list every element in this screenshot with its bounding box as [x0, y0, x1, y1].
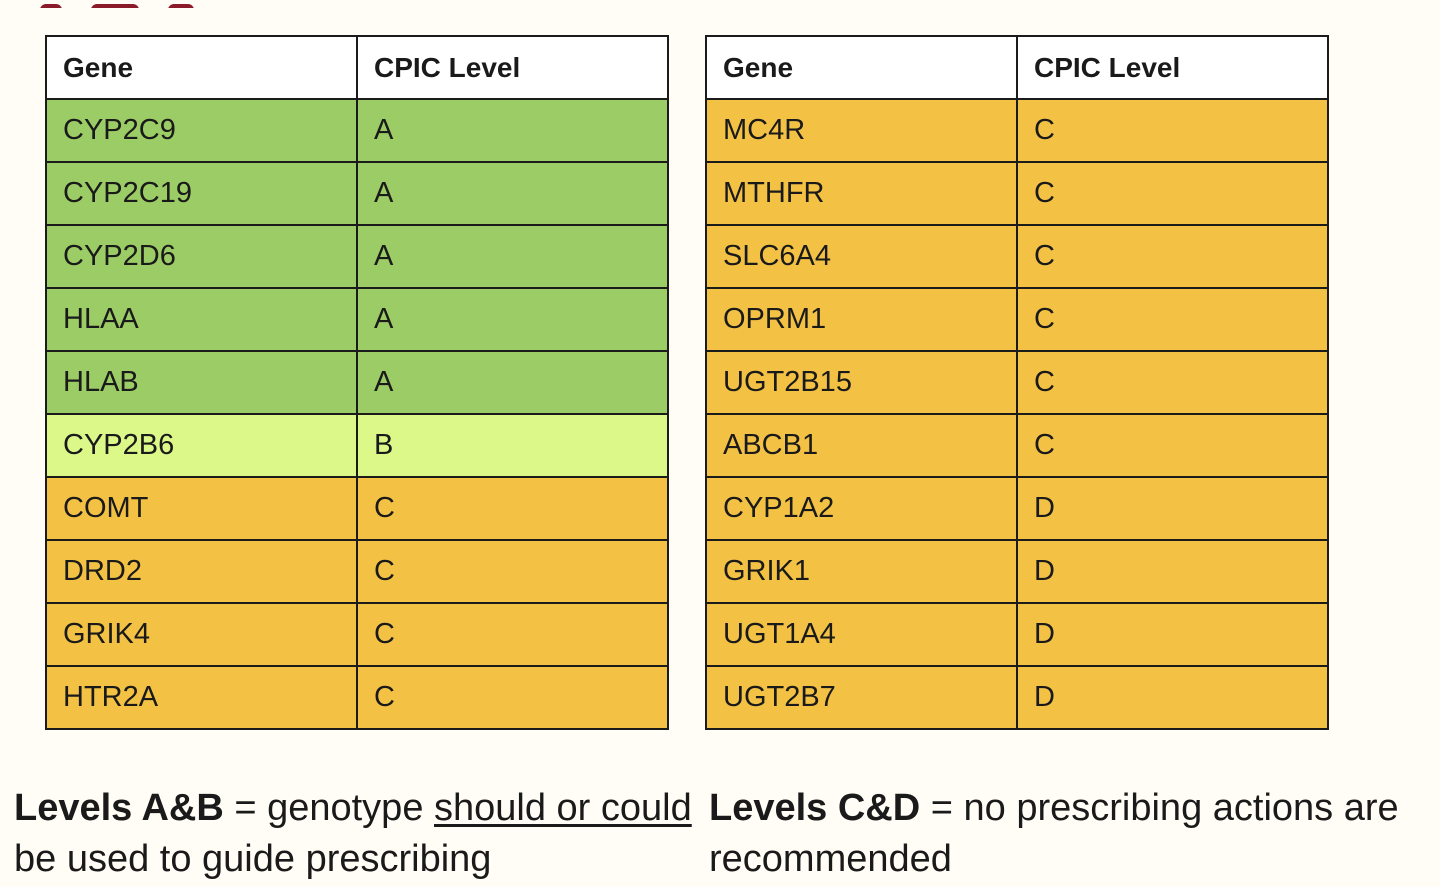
caption-levels-cd: Levels C&D = no prescribing actions are …	[709, 783, 1429, 885]
table-row: UGT2B15 C	[705, 350, 1329, 415]
gene-cell: CYP2B6	[45, 413, 358, 478]
gene-cell: HLAA	[45, 287, 358, 352]
table-row: HLAB A	[45, 350, 669, 415]
gene-level-table-left: Gene CPIC Level CYP2C9 A CYP2C19 A CYP2D6 A HL…	[45, 35, 669, 730]
cpic-level-cell: D	[1016, 476, 1329, 541]
table-row: UGT2B7 D	[705, 665, 1329, 730]
caption-bold-label: Levels C&D	[709, 787, 921, 829]
gene-cell: CYP2C9	[45, 98, 358, 163]
gene-cell: COMT	[45, 476, 358, 541]
cpic-level-cell: D	[1016, 602, 1329, 667]
table-header-row: Gene CPIC Level	[705, 35, 1329, 100]
cpic-level-cell: C	[1016, 287, 1329, 352]
cpic-level-cell: C	[356, 476, 669, 541]
cpic-level-cell: A	[356, 161, 669, 226]
gene-cell: UGT2B7	[705, 665, 1018, 730]
cpic-level-cell: C	[356, 602, 669, 667]
cpic-level-cell: C	[1016, 98, 1329, 163]
table-body-right: MC4R C MTHFR C SLC6A4 C OPRM1 C UGT2B15 C ABCB1 C CY…	[705, 98, 1329, 730]
table-row: GRIK1 D	[705, 539, 1329, 604]
table-row: MTHFR C	[705, 161, 1329, 226]
header-cpic-level: CPIC Level	[356, 35, 669, 100]
cpic-level-cell: D	[1016, 539, 1329, 604]
cpic-level-cell: B	[356, 413, 669, 478]
caption-text: = genotype	[223, 787, 435, 829]
gene-cell: MC4R	[705, 98, 1018, 163]
table-row: SLC6A4 C	[705, 224, 1329, 289]
cpic-level-cell: D	[1016, 665, 1329, 730]
gene-cell: OPRM1	[705, 287, 1018, 352]
cpic-level-cell: A	[356, 350, 669, 415]
slide-title-fragment	[40, 0, 194, 8]
table-row: HTR2A C	[45, 665, 669, 730]
cpic-level-cell: C	[356, 539, 669, 604]
table-row: CYP1A2 D	[705, 476, 1329, 541]
gene-cell: HTR2A	[45, 665, 358, 730]
table-row: ABCB1 C	[705, 413, 1329, 478]
table-body-left: CYP2C9 A CYP2C19 A CYP2D6 A HLAA A HLAB A CYP2B6 B C…	[45, 98, 669, 730]
cpic-level-cell: C	[1016, 161, 1329, 226]
gene-cell: CYP1A2	[705, 476, 1018, 541]
header-gene: Gene	[45, 35, 358, 100]
table-row: CYP2B6 B	[45, 413, 669, 478]
gene-cell: DRD2	[45, 539, 358, 604]
gene-cell: ABCB1	[705, 413, 1018, 478]
gene-level-table-right: Gene CPIC Level MC4R C MTHFR C SLC6A4 C OPRM1 C…	[705, 35, 1329, 730]
caption-text: be used to guide prescribing	[14, 838, 492, 880]
caption-underlined-text: should or could	[434, 787, 692, 829]
gene-cell: UGT2B15	[705, 350, 1018, 415]
table-row: DRD2 C	[45, 539, 669, 604]
gene-cell: HLAB	[45, 350, 358, 415]
header-gene: Gene	[705, 35, 1018, 100]
table-row: MC4R C	[705, 98, 1329, 163]
table-header-row: Gene CPIC Level	[45, 35, 669, 100]
gene-cell: MTHFR	[705, 161, 1018, 226]
cpic-level-cell: A	[356, 287, 669, 352]
table-row: COMT C	[45, 476, 669, 541]
caption-levels-ab: Levels A&B = genotype should or could be…	[14, 783, 694, 885]
gene-cell: GRIK4	[45, 602, 358, 667]
gene-cell: UGT1A4	[705, 602, 1018, 667]
table-row: UGT1A4 D	[705, 602, 1329, 667]
caption-text: = no prescribing actions are recommended	[709, 787, 1399, 880]
cpic-level-cell: C	[1016, 224, 1329, 289]
caption-bold-label: Levels A&B	[14, 787, 224, 829]
cpic-level-cell: C	[1016, 413, 1329, 478]
cpic-level-cell: C	[1016, 350, 1329, 415]
gene-cell: GRIK1	[705, 539, 1018, 604]
table-row: HLAA A	[45, 287, 669, 352]
cpic-level-cell: A	[356, 224, 669, 289]
table-row: GRIK4 C	[45, 602, 669, 667]
gene-cell: SLC6A4	[705, 224, 1018, 289]
table-row: CYP2D6 A	[45, 224, 669, 289]
cpic-level-cell: A	[356, 98, 669, 163]
cpic-level-cell: C	[356, 665, 669, 730]
table-row: CYP2C19 A	[45, 161, 669, 226]
gene-cell: CYP2D6	[45, 224, 358, 289]
table-row: CYP2C9 A	[45, 98, 669, 163]
header-cpic-level: CPIC Level	[1016, 35, 1329, 100]
gene-cell: CYP2C19	[45, 161, 358, 226]
table-row: OPRM1 C	[705, 287, 1329, 352]
